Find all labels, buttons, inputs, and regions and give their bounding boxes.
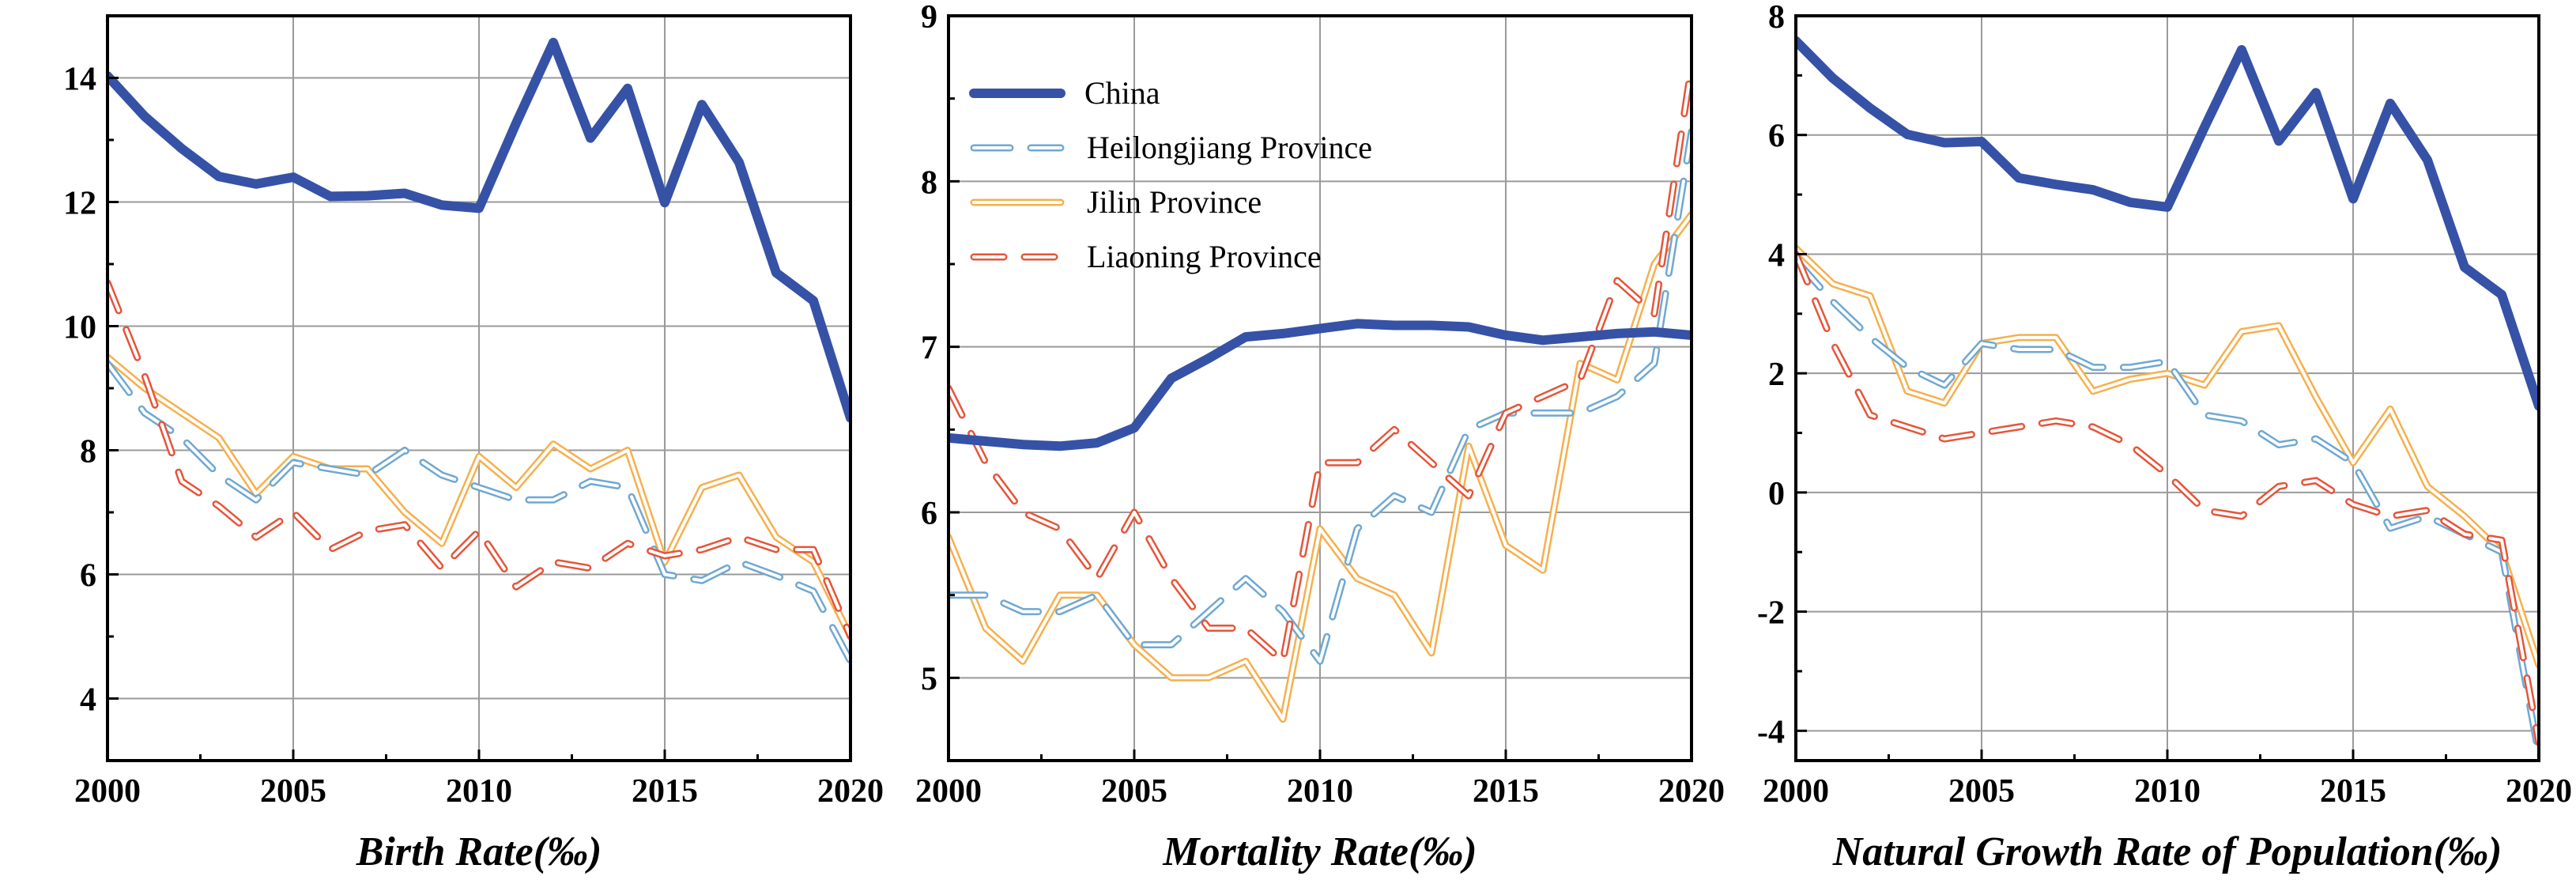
series-line-jilin — [107, 353, 850, 640]
series-lines — [107, 37, 850, 665]
ticks — [947, 14, 1693, 762]
gridlines — [107, 16, 850, 761]
y-tick-label: 7 — [921, 330, 937, 367]
x-tick-label: 2015 — [1473, 773, 1539, 810]
series-line-heilongjiang-core — [107, 361, 850, 663]
legend-item-heilongjiang: Heilongjiang Province — [970, 130, 1372, 165]
legend-label: China — [1084, 75, 1160, 111]
series-line-china — [949, 319, 1692, 451]
y-tick-label: 8 — [1768, 0, 1785, 36]
y-tick-label: 4 — [80, 682, 96, 719]
y-tick-label: 6 — [921, 496, 937, 532]
y-tick-label: 6 — [80, 558, 96, 595]
x-tick-label: 2000 — [1763, 773, 1829, 810]
y-tick-label: 4 — [1768, 237, 1785, 274]
series-line-heilongjiang — [107, 360, 850, 665]
y-tick-label: -2 — [1757, 595, 1785, 632]
y-tick-label: 0 — [1768, 476, 1785, 512]
x-tick-label: 2010 — [2134, 773, 2201, 810]
x-tick-label: 2005 — [1101, 773, 1167, 810]
chart-panel-1: 2000 2005 2010 2015 2020 4 6 8 10 12 14 Birth Rate(… — [63, 14, 884, 874]
series-line-liaoning — [949, 62, 1692, 665]
series-line-china-stroke — [949, 319, 1692, 451]
series-line-heilongjiang — [949, 128, 1692, 665]
x-tick-label: 2020 — [1658, 773, 1725, 810]
x-tick-label: 2010 — [1287, 773, 1353, 810]
series-lines — [949, 62, 1692, 723]
series-line-jilin — [949, 210, 1692, 723]
series-line-heilongjiang-core — [1796, 259, 2539, 757]
legend-item-jilin: Jilin Province — [970, 184, 1262, 220]
x-tick-label: 2005 — [260, 773, 326, 810]
y-tick-label: 5 — [921, 661, 937, 697]
y-tick-label: 8 — [921, 164, 937, 201]
series-line-jilin — [1796, 244, 2539, 669]
y-tick-label: 8 — [80, 434, 96, 470]
series-line-jilin-core — [949, 213, 1692, 721]
legend-label: Jilin Province — [1087, 184, 1262, 220]
series-line-liaoning-core — [1796, 252, 2539, 745]
y-tick-label: 6 — [1768, 119, 1785, 155]
series-line-jilin-core — [107, 355, 850, 638]
series-line-china — [1796, 36, 2539, 411]
series-line-jilin-core — [1796, 246, 2539, 667]
x-axis-title: Mortality Rate(‰) — [1162, 829, 1477, 874]
legend-item-china: China — [969, 75, 1160, 111]
series-line-china-stroke — [107, 37, 850, 423]
series-line-liaoning-core — [107, 281, 850, 638]
series-line-liaoning — [107, 279, 850, 640]
series-line-china — [107, 37, 850, 423]
series-line-heilongjiang-core — [949, 130, 1692, 663]
x-tick-label: 2000 — [915, 773, 982, 810]
x-tick-label: 2020 — [2506, 773, 2572, 810]
y-tick-label: 2 — [1768, 357, 1785, 393]
chart-panel-2: 2000 2005 2010 2015 2020 5 6 7 8 9 Mortality Rate(… — [915, 0, 1725, 874]
x-tick-label: 2010 — [446, 773, 512, 810]
x-tick-label: 2000 — [74, 773, 141, 810]
series-line-liaoning — [1796, 250, 2539, 746]
series-line-liaoning-core — [949, 63, 1692, 663]
ticks — [1794, 14, 2540, 761]
y-tick-label: 12 — [63, 186, 96, 222]
y-tick-label: 9 — [921, 0, 937, 36]
x-tick-label: 2015 — [632, 773, 698, 810]
x-tick-label: 2005 — [1948, 773, 2015, 810]
series-line-china-stroke — [1796, 36, 2539, 411]
x-axis-title: Birth Rate(‰) — [356, 829, 602, 874]
y-tick-label: -4 — [1757, 714, 1785, 750]
chart-panel-3: 2000 2005 2010 2015 2020 -4 -2 0 2 4 6 8 Natural Gro… — [1757, 0, 2572, 874]
legend-label: Liaoning Province — [1087, 239, 1322, 274]
y-tick-label: 14 — [63, 62, 96, 98]
series-lines — [1796, 36, 2539, 758]
series-line-heilongjiang — [1796, 256, 2539, 758]
gridlines — [949, 16, 1692, 761]
legend-label: Heilongjiang Province — [1087, 130, 1372, 165]
legend: China Heilongjiang Province Jilin Province… — [969, 75, 1372, 274]
x-axis-title: Natural Growth Rate of Population(‰) — [1832, 829, 2502, 874]
y-tick-label: 10 — [63, 310, 96, 346]
x-tick-label: 2015 — [2320, 773, 2386, 810]
x-tick-label: 2020 — [817, 773, 884, 810]
ticks — [106, 14, 852, 762]
legend-item-liaoning: Liaoning Province — [970, 239, 1322, 274]
